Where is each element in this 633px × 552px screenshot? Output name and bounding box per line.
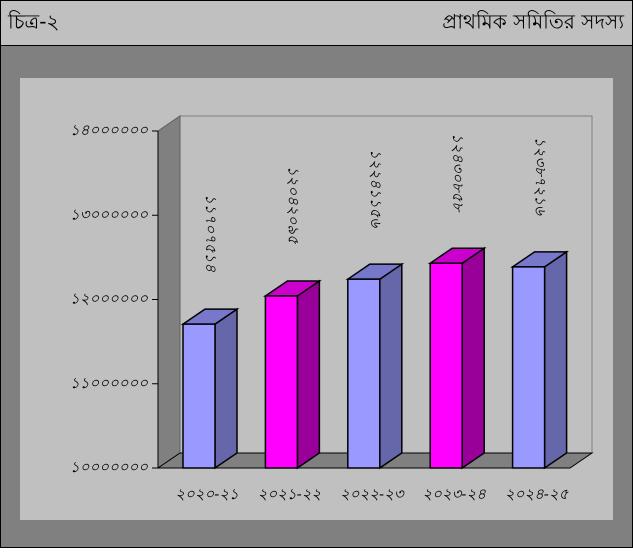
- data-label: ১২৪৩০৮৫৮: [449, 133, 467, 213]
- y-tick-label: ১০০০০০০০: [70, 458, 148, 476]
- y-tick-label: ১৪০০০০০০: [70, 121, 148, 139]
- header-left: চিত্র-২: [7, 10, 59, 34]
- bar: [264, 295, 299, 469]
- side-wall: [157, 115, 181, 469]
- data-label: ১১৭০৭৫১৪: [202, 194, 220, 272]
- bar: [511, 266, 546, 469]
- y-tick-label: ১২০০০০০০: [70, 290, 148, 308]
- y-tick-label: ১৩০০০০০০: [70, 205, 148, 223]
- x-tick-label: ২০২৩-২৪: [422, 485, 486, 503]
- header-right: প্রাথমিক সমিতির সদস্য: [442, 10, 625, 34]
- bar-side: [379, 262, 403, 470]
- x-tick-label: ২০২২-২৩: [340, 485, 405, 503]
- y-tick-label: ১১০০০০০০: [70, 374, 148, 392]
- data-label: ১২০৪২০৯৫: [284, 166, 302, 245]
- bar: [347, 278, 381, 469]
- data-label: ১২২৪১১৫৬: [367, 149, 385, 228]
- bar-side: [296, 279, 321, 470]
- bar-side: [214, 307, 238, 470]
- bar: [429, 262, 463, 469]
- header-bar: [0, 0, 633, 46]
- x-tick-label: ২০২০-২১: [175, 485, 239, 503]
- x-tick-label: ২০২১-২২: [258, 485, 322, 503]
- bar-side: [461, 246, 485, 470]
- bar-side: [543, 250, 568, 470]
- data-label: ১২৩৮৭২১৬: [532, 137, 550, 216]
- x-tick-label: ২০২৪-২৫: [505, 485, 570, 503]
- bar: [182, 323, 216, 469]
